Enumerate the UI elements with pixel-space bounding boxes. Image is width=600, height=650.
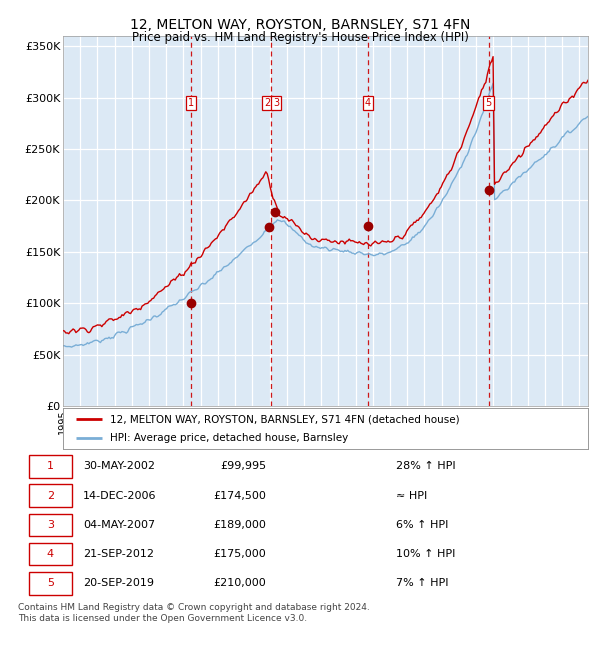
Text: 20-SEP-2019: 20-SEP-2019 bbox=[83, 578, 154, 588]
Text: £99,995: £99,995 bbox=[220, 462, 266, 471]
Text: 3: 3 bbox=[47, 520, 54, 530]
Text: 1: 1 bbox=[188, 98, 194, 108]
Text: Contains HM Land Registry data © Crown copyright and database right 2024.
This d: Contains HM Land Registry data © Crown c… bbox=[18, 603, 370, 623]
Text: 1: 1 bbox=[47, 462, 54, 471]
Text: 6% ↑ HPI: 6% ↑ HPI bbox=[396, 520, 448, 530]
Text: 7% ↑ HPI: 7% ↑ HPI bbox=[396, 578, 448, 588]
Text: £210,000: £210,000 bbox=[214, 578, 266, 588]
FancyBboxPatch shape bbox=[29, 455, 71, 478]
Text: 2: 2 bbox=[265, 98, 271, 108]
Text: £189,000: £189,000 bbox=[213, 520, 266, 530]
FancyBboxPatch shape bbox=[29, 543, 71, 566]
Text: 04-MAY-2007: 04-MAY-2007 bbox=[83, 520, 155, 530]
Text: £174,500: £174,500 bbox=[213, 491, 266, 500]
FancyBboxPatch shape bbox=[29, 514, 71, 536]
Text: HPI: Average price, detached house, Barnsley: HPI: Average price, detached house, Barn… bbox=[110, 433, 349, 443]
Text: 12, MELTON WAY, ROYSTON, BARNSLEY, S71 4FN: 12, MELTON WAY, ROYSTON, BARNSLEY, S71 4… bbox=[130, 18, 470, 32]
FancyBboxPatch shape bbox=[29, 484, 71, 507]
Text: 2: 2 bbox=[47, 491, 54, 500]
Text: 21-SEP-2012: 21-SEP-2012 bbox=[83, 549, 154, 559]
Text: 4: 4 bbox=[47, 549, 54, 559]
Text: ≈ HPI: ≈ HPI bbox=[396, 491, 427, 500]
Text: Price paid vs. HM Land Registry's House Price Index (HPI): Price paid vs. HM Land Registry's House … bbox=[131, 31, 469, 44]
Text: 5: 5 bbox=[47, 578, 54, 588]
Text: 3: 3 bbox=[273, 98, 279, 108]
Text: 30-MAY-2002: 30-MAY-2002 bbox=[83, 462, 155, 471]
Text: 28% ↑ HPI: 28% ↑ HPI bbox=[396, 462, 455, 471]
Text: 12, MELTON WAY, ROYSTON, BARNSLEY, S71 4FN (detached house): 12, MELTON WAY, ROYSTON, BARNSLEY, S71 4… bbox=[110, 414, 460, 424]
FancyBboxPatch shape bbox=[29, 572, 71, 595]
Text: 14-DEC-2006: 14-DEC-2006 bbox=[83, 491, 157, 500]
Text: 10% ↑ HPI: 10% ↑ HPI bbox=[396, 549, 455, 559]
Text: £175,000: £175,000 bbox=[214, 549, 266, 559]
Text: 4: 4 bbox=[365, 98, 371, 108]
Text: 5: 5 bbox=[485, 98, 491, 108]
